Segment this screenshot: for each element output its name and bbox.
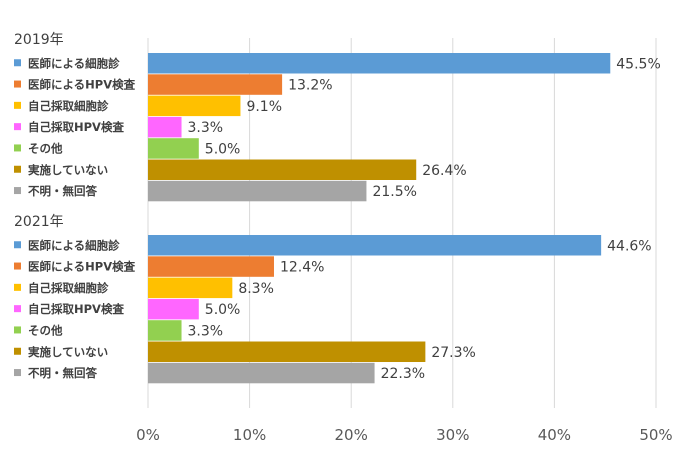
bar xyxy=(148,138,199,159)
legend-marker xyxy=(14,59,21,67)
x-tick-label: 50% xyxy=(639,426,672,444)
bar xyxy=(148,256,274,277)
category-label: 自己採取細胞診 xyxy=(28,281,109,295)
bar xyxy=(148,95,241,117)
bar xyxy=(148,235,602,256)
bar xyxy=(148,159,417,180)
legend-marker xyxy=(14,144,21,152)
legend-marker xyxy=(14,123,21,131)
legend-marker xyxy=(14,101,21,109)
group-title: 2019年 xyxy=(14,32,64,48)
legend-marker xyxy=(14,80,21,88)
bar xyxy=(148,341,426,362)
value-label: 5.0% xyxy=(205,302,241,318)
group-title: 2021年 xyxy=(14,214,64,230)
bar xyxy=(148,298,199,320)
category-label: その他 xyxy=(28,323,63,337)
value-label: 26.4% xyxy=(422,163,466,179)
bar xyxy=(148,116,182,138)
category-label: 医師によるHPV検査 xyxy=(28,78,136,92)
value-label: 9.1% xyxy=(246,99,282,115)
category-label: その他 xyxy=(28,141,63,155)
category-label: 不明・無回答 xyxy=(28,366,97,380)
legend-marker xyxy=(14,241,21,249)
legend-marker xyxy=(14,165,21,173)
value-label: 8.3% xyxy=(238,281,274,297)
category-label: 自己採取細胞診 xyxy=(28,99,109,113)
value-label: 12.4% xyxy=(280,260,324,276)
bar xyxy=(148,74,283,95)
legend-marker xyxy=(14,187,21,195)
legend-marker xyxy=(14,283,21,291)
x-tick-label: 40% xyxy=(538,426,571,444)
legend-marker xyxy=(14,347,21,355)
x-tick-label: 30% xyxy=(436,426,469,444)
legend-marker xyxy=(14,262,21,270)
value-label: 3.3% xyxy=(188,120,224,136)
legend-marker xyxy=(14,305,21,313)
value-label: 45.5% xyxy=(616,56,660,72)
value-label: 13.2% xyxy=(288,78,332,94)
legend-marker xyxy=(14,369,21,377)
x-tick-label: 0% xyxy=(136,426,160,444)
value-label: 21.5% xyxy=(372,184,416,200)
category-label: 実施していない xyxy=(28,345,108,359)
bar xyxy=(148,277,233,299)
value-label: 44.6% xyxy=(607,238,651,254)
bar xyxy=(148,320,182,341)
x-tick-label: 10% xyxy=(233,426,266,444)
category-label: 自己採取HPV検査 xyxy=(28,302,124,316)
x-tick-label: 20% xyxy=(335,426,368,444)
value-label: 22.3% xyxy=(381,366,425,382)
category-label: 不明・無回答 xyxy=(28,184,97,198)
category-label: 医師による細胞診 xyxy=(28,238,120,252)
value-label: 3.3% xyxy=(188,323,224,339)
value-label: 5.0% xyxy=(205,141,241,157)
legend-marker xyxy=(14,326,21,334)
bar xyxy=(148,53,611,74)
value-label: 27.3% xyxy=(431,345,475,361)
category-label: 医師によるHPV検査 xyxy=(28,260,136,274)
bar xyxy=(148,180,367,202)
bar xyxy=(148,362,375,384)
category-label: 医師による細胞診 xyxy=(28,56,120,70)
category-label: 実施していない xyxy=(28,163,108,177)
category-label: 自己採取HPV検査 xyxy=(28,120,124,134)
